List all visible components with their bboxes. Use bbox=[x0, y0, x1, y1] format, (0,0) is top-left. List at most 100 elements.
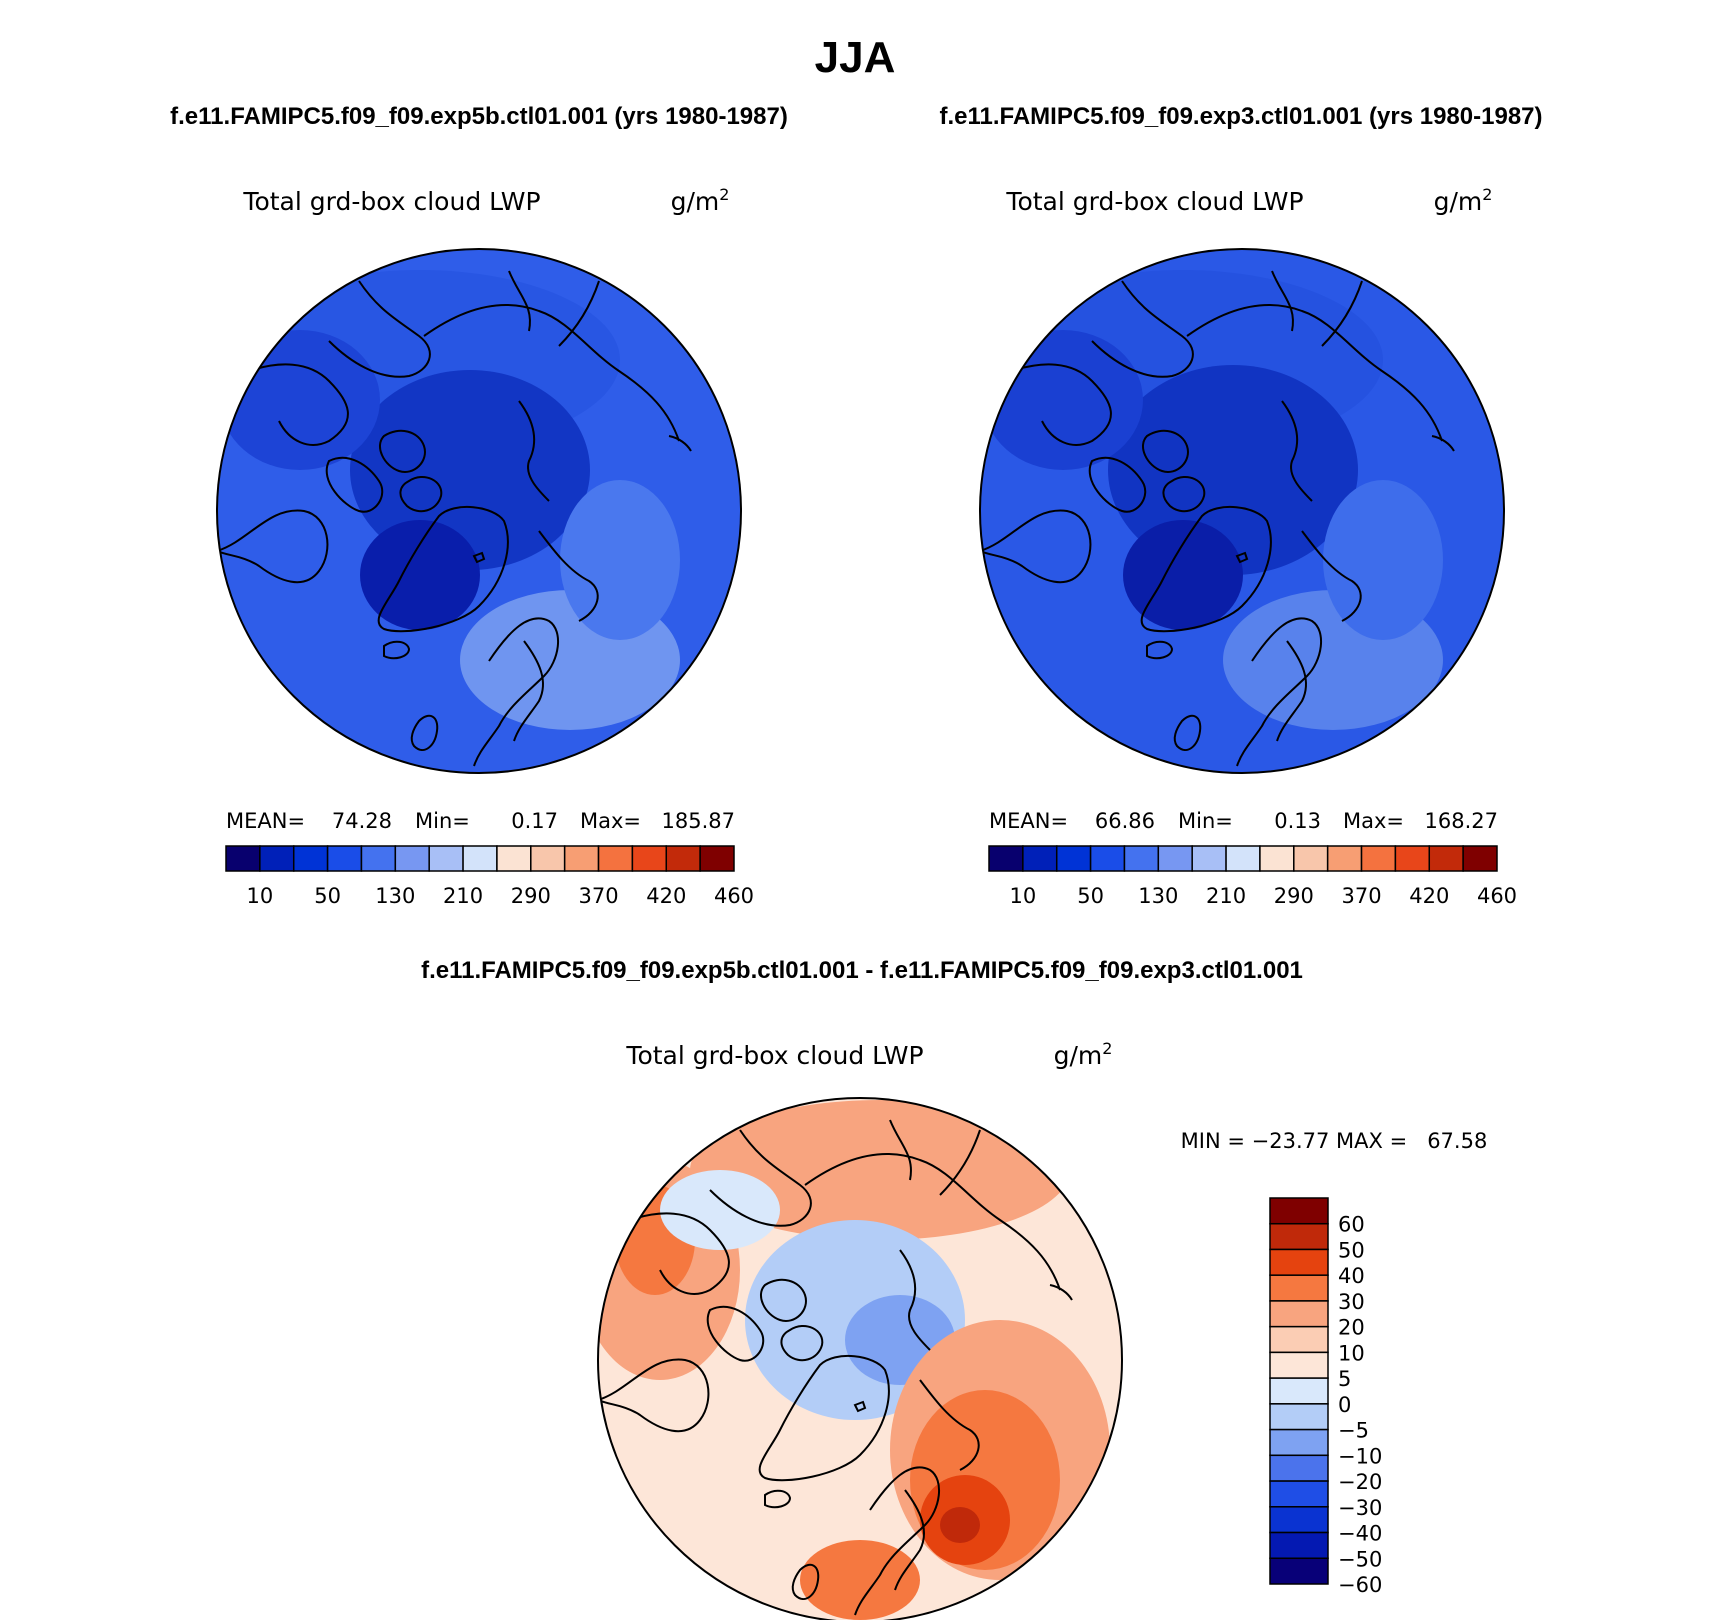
panel-bottom: f.e11.FAMIPC5.f09_f09.exp5b.ctl01.001 - … bbox=[421, 957, 1487, 1620]
min-label-left: Min= bbox=[415, 809, 470, 833]
colorbar-tick-label: 50 bbox=[1077, 884, 1104, 908]
colorbar-tick-label: 40 bbox=[1338, 1264, 1365, 1288]
case-title-left: f.e11.FAMIPC5.f09_f09.exp5b.ctl01.001 (y… bbox=[170, 103, 788, 130]
colorbar-swatch bbox=[1269, 1351, 1329, 1379]
units-label-left: g/m2 bbox=[671, 185, 730, 216]
colorbar-right-ticks: 10 50 130 210 290 370 420 460 bbox=[1009, 884, 1517, 908]
colorbar-swatch bbox=[1269, 1248, 1329, 1276]
colorbar-swatch bbox=[1394, 845, 1431, 872]
colorbar-swatch bbox=[1157, 845, 1193, 872]
colorbar-swatch bbox=[1269, 1300, 1329, 1328]
case-title-right: f.e11.FAMIPC5.f09_f09.exp3.ctl01.001 (yr… bbox=[939, 103, 1542, 130]
map-diff-pos-max bbox=[940, 1507, 980, 1543]
panel-top-right: f.e11.FAMIPC5.f09_f09.exp3.ctl01.001 (yr… bbox=[939, 103, 1542, 908]
colorbar-tick-label: 0 bbox=[1338, 1393, 1351, 1417]
mean-label-right: MEAN= bbox=[989, 809, 1068, 833]
colorbar-left bbox=[225, 845, 735, 872]
map-right-border bbox=[979, 248, 1505, 774]
colorbar-swatch bbox=[394, 845, 430, 872]
colorbar-swatch bbox=[1269, 1506, 1329, 1534]
diff-min-max: MIN = −23.77 MAX = 67.58 bbox=[1181, 1129, 1488, 1153]
map-left-atlantic bbox=[560, 480, 680, 640]
variable-label-left: Total grd-box cloud LWP bbox=[242, 187, 540, 216]
map-left bbox=[217, 249, 741, 773]
mean-value-right: 66.86 bbox=[1095, 809, 1155, 833]
case-title-diff: f.e11.FAMIPC5.f09_f09.exp5b.ctl01.001 - … bbox=[421, 957, 1303, 984]
units-base-right: g/m bbox=[1434, 187, 1483, 216]
colorbar-tick-label: 290 bbox=[511, 884, 551, 908]
colorbar-tick-label: 210 bbox=[1206, 884, 1246, 908]
colorbar-swatch bbox=[1259, 845, 1295, 872]
mean-value-left: 74.28 bbox=[332, 809, 392, 833]
colorbar-swatch bbox=[1269, 1222, 1329, 1251]
units-base-left: g/m bbox=[671, 187, 720, 216]
colorbar-swatch bbox=[326, 845, 363, 872]
map-right-greenland bbox=[1123, 520, 1243, 630]
colorbar-tick-label: 10 bbox=[1338, 1341, 1365, 1365]
stats-left: MEAN= 74.28 Min= 0.17 Max= 185.87 bbox=[226, 809, 735, 833]
map-diff-pos-pacific bbox=[690, 1100, 1070, 1240]
colorbar-swatch bbox=[699, 845, 735, 872]
colorbar-tick-label: 460 bbox=[1477, 884, 1517, 908]
colorbar-swatch bbox=[259, 845, 295, 872]
colorbar-tick-label: −20 bbox=[1338, 1470, 1382, 1494]
variable-label-diff: Total grd-box cloud LWP bbox=[625, 1041, 923, 1070]
units-label-right: g/m2 bbox=[1434, 185, 1493, 216]
colorbar-swatch bbox=[1293, 845, 1329, 872]
max-value-right: 168.27 bbox=[1425, 809, 1498, 833]
max-label-left: Max= bbox=[580, 809, 641, 833]
variable-label-right: Total grd-box cloud LWP bbox=[1005, 187, 1303, 216]
colorbar-swatch bbox=[1269, 1454, 1329, 1482]
colorbar-tick-label: 210 bbox=[443, 884, 483, 908]
colorbar-swatch bbox=[665, 845, 701, 872]
colorbar-tick-label: 30 bbox=[1338, 1290, 1365, 1314]
colorbar-tick-label: 130 bbox=[1138, 884, 1178, 908]
colorbar-tick-label: 370 bbox=[578, 884, 618, 908]
colorbar-swatch bbox=[292, 845, 329, 872]
map-right-atlantic bbox=[1323, 480, 1443, 640]
colorbar-swatch bbox=[1022, 845, 1058, 872]
colorbar-tick-label: 20 bbox=[1338, 1316, 1365, 1340]
colorbar-tick-label: 370 bbox=[1341, 884, 1381, 908]
colorbar-swatch bbox=[1269, 1531, 1329, 1560]
colorbar-swatch bbox=[1360, 845, 1397, 872]
panel-top-left: f.e11.FAMIPC5.f09_f09.exp5b.ctl01.001 (y… bbox=[170, 103, 788, 908]
colorbar-swatch bbox=[1269, 1480, 1329, 1508]
colorbar-tick-label: 60 bbox=[1338, 1213, 1365, 1237]
colorbar-tick-label: 460 bbox=[714, 884, 754, 908]
colorbar-tick-label: −30 bbox=[1338, 1496, 1382, 1520]
colorbar-swatch bbox=[1462, 845, 1498, 872]
colorbar-tick-label: 50 bbox=[1338, 1238, 1365, 1262]
colorbar-swatch bbox=[563, 845, 600, 872]
colorbar-tick-label: 290 bbox=[1274, 884, 1314, 908]
colorbar-tick-label: 50 bbox=[314, 884, 341, 908]
colorbar-swatch bbox=[1055, 845, 1092, 872]
min-value-right: 0.13 bbox=[1274, 809, 1321, 833]
max-value-left: 185.87 bbox=[662, 809, 735, 833]
map-left-canada bbox=[220, 330, 380, 470]
colorbar-swatch bbox=[1225, 845, 1261, 872]
colorbar-swatch bbox=[631, 845, 668, 872]
colorbar-swatch bbox=[1269, 1325, 1329, 1354]
colorbar-tick-label: −40 bbox=[1338, 1522, 1382, 1546]
colorbar-tick-label: 10 bbox=[1009, 884, 1036, 908]
map-diff bbox=[598, 1098, 1122, 1620]
colorbar-swatch bbox=[1269, 1197, 1329, 1225]
colorbar-tick-label: 420 bbox=[1409, 884, 1449, 908]
colorbar-swatch bbox=[496, 845, 532, 872]
map-left-border bbox=[216, 248, 742, 774]
colorbar-swatch bbox=[1269, 1274, 1329, 1302]
colorbar-swatch bbox=[1269, 1557, 1329, 1585]
map-diff-border bbox=[597, 1097, 1123, 1620]
colorbar-swatch bbox=[1269, 1403, 1329, 1431]
units-sup-diff: 2 bbox=[1102, 1039, 1112, 1058]
map-right bbox=[980, 249, 1504, 773]
colorbar-swatch bbox=[988, 845, 1024, 872]
units-sup-right: 2 bbox=[1482, 185, 1492, 204]
mean-label-left: MEAN= bbox=[226, 809, 305, 833]
units-label-diff: g/m2 bbox=[1054, 1039, 1113, 1070]
colorbar-tick-label: 420 bbox=[646, 884, 686, 908]
colorbar-swatch bbox=[1089, 845, 1126, 872]
